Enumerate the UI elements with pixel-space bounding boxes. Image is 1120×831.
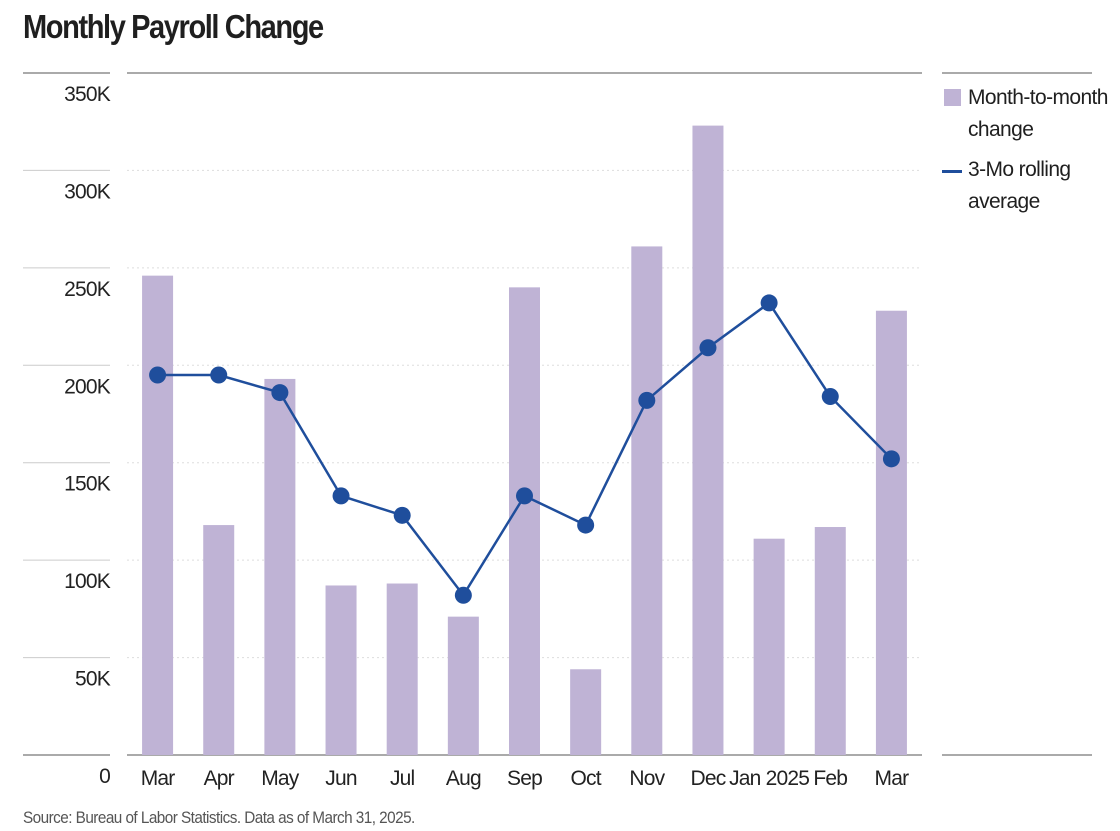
y-tick-label: 50K xyxy=(75,668,111,691)
x-tick-label: Feb xyxy=(813,767,847,790)
line-point xyxy=(882,450,900,468)
bar xyxy=(814,527,846,755)
bar xyxy=(692,125,724,755)
x-tick-label: Nov xyxy=(629,767,665,790)
line-point xyxy=(210,366,228,384)
line-point xyxy=(760,294,778,312)
bar xyxy=(142,275,174,755)
y-tick-label: 200K xyxy=(64,375,111,398)
y-tick-label: 150K xyxy=(64,473,111,496)
line-point xyxy=(577,516,595,534)
y-tick-label: 100K xyxy=(64,570,111,593)
bar xyxy=(325,585,357,755)
bar xyxy=(570,669,602,755)
line-point xyxy=(149,366,167,384)
x-tick-label: Jan 2025 xyxy=(729,767,809,790)
line-point xyxy=(699,339,717,357)
x-tick-label: Oct xyxy=(571,767,602,790)
legend-label-line: 3-Mo rolling average xyxy=(968,158,1071,213)
line-point xyxy=(332,487,350,505)
line-point xyxy=(821,387,839,405)
line-point xyxy=(271,384,289,402)
bar xyxy=(875,310,907,755)
y-tick-label: 250K xyxy=(64,278,111,301)
bar xyxy=(509,287,540,755)
x-tick-label: Aug xyxy=(446,767,481,790)
x-tick-label: Dec xyxy=(690,767,725,790)
chart-title: Monthly Payroll Change xyxy=(23,8,324,45)
x-tick-label: May xyxy=(261,767,300,790)
legend-label-bars: Month-to-month change xyxy=(968,86,1108,141)
bar xyxy=(447,616,479,755)
y-tick-label: 0 xyxy=(99,765,110,788)
x-tick-label: Apr xyxy=(204,767,235,790)
bar xyxy=(753,538,785,755)
x-tick-label: Mar xyxy=(141,767,176,790)
y-tick-label: 300K xyxy=(64,180,111,203)
x-tick-label: Jul xyxy=(390,767,415,790)
legend-item-line: 3-Mo rolling average xyxy=(942,154,1112,218)
bar xyxy=(203,525,235,755)
x-tick-label: Mar xyxy=(875,767,910,790)
line-point xyxy=(638,391,656,409)
line-point xyxy=(393,506,411,524)
legend-swatch-line xyxy=(942,170,962,173)
bar xyxy=(386,583,418,755)
y-tick-label: 350K xyxy=(64,83,111,106)
bar xyxy=(264,378,296,755)
legend-swatch-bar xyxy=(944,89,961,106)
bar xyxy=(631,246,663,755)
line-point xyxy=(516,487,533,505)
x-tick-label: Sep xyxy=(507,767,542,790)
source-note: Source: Bureau of Labor Statistics. Data… xyxy=(23,808,415,827)
legend: Month-to-month change 3-Mo rolling avera… xyxy=(942,82,1112,218)
line-point xyxy=(454,586,472,604)
legend-item-bars: Month-to-month change xyxy=(942,82,1112,146)
x-tick-label: Jun xyxy=(325,767,357,790)
